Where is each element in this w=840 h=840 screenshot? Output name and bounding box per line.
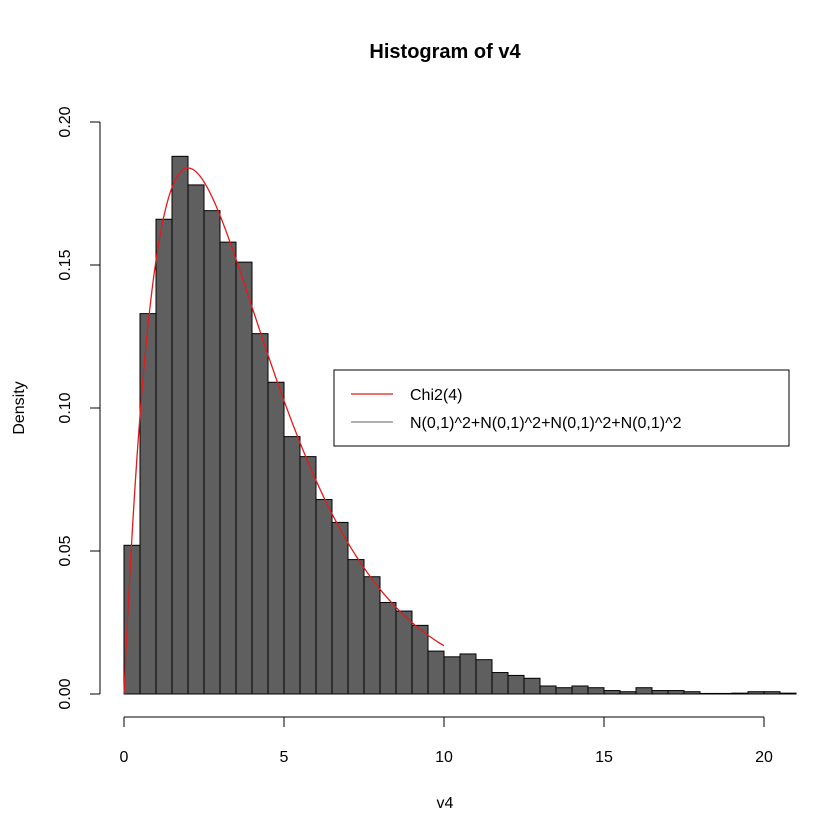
histogram-bar xyxy=(619,691,637,695)
chart-title: Histogram of v4 xyxy=(369,41,521,63)
x-tick-label: 0 xyxy=(120,749,129,766)
histogram-bar xyxy=(219,241,237,695)
legend-label-normal-sum: N(0,1)^2+N(0,1)^2+N(0,1)^2+N(0,1)^2 xyxy=(410,415,682,432)
histogram-bar xyxy=(187,184,205,695)
histogram-bar xyxy=(507,674,525,695)
histogram-bar xyxy=(379,601,397,695)
histogram-bar xyxy=(427,650,445,695)
histogram-bar xyxy=(139,313,157,695)
histogram-bar xyxy=(315,499,333,695)
y-axis-label: Density xyxy=(11,381,28,434)
legend: Chi2(4) N(0,1)^2+N(0,1)^2+N(0,1)^2+N(0,1… xyxy=(333,369,790,447)
histogram-bar xyxy=(651,690,669,695)
histogram-bar xyxy=(411,624,429,695)
x-axis-label: v4 xyxy=(437,795,454,812)
histogram-bar xyxy=(635,687,653,695)
histogram-bar xyxy=(299,456,317,695)
legend-label-chi2: Chi2(4) xyxy=(410,387,462,404)
histogram-bar xyxy=(235,261,253,695)
histogram-bar xyxy=(539,685,557,695)
y-tick-label: 0.05 xyxy=(57,535,74,566)
histogram-bars xyxy=(123,155,797,695)
histogram-bar xyxy=(603,690,621,695)
x-axis: 0 5 10 15 20 xyxy=(120,716,773,766)
histogram-bar xyxy=(747,691,765,695)
histogram-bar xyxy=(587,687,605,695)
histogram-bar xyxy=(475,659,493,695)
histogram-bar xyxy=(155,218,173,695)
x-tick-label: 20 xyxy=(755,749,773,766)
histogram-bar xyxy=(395,610,413,695)
chi2-density-curve xyxy=(123,167,445,695)
histogram-bar xyxy=(459,653,477,695)
histogram-bar xyxy=(203,210,221,695)
y-tick-label: 0.20 xyxy=(57,106,74,137)
y-tick-label: 0.15 xyxy=(57,249,74,280)
y-tick-label: 0.00 xyxy=(57,678,74,709)
x-tick-label: 5 xyxy=(280,749,289,766)
histogram-bar xyxy=(267,381,285,695)
histogram-bar xyxy=(331,521,349,695)
histogram-bar xyxy=(443,656,461,695)
histogram-bar xyxy=(347,559,365,695)
x-tick-label: 10 xyxy=(435,749,453,766)
histogram-bar xyxy=(171,155,189,695)
histogram-bar xyxy=(699,692,717,695)
histogram-bar xyxy=(251,333,269,695)
x-tick-label: 15 xyxy=(595,749,613,766)
histogram-bar xyxy=(555,687,573,695)
y-axis: 0.00 0.05 0.10 0.15 0.20 xyxy=(57,106,101,710)
y-tick-label: 0.10 xyxy=(57,392,74,423)
histogram-bar xyxy=(779,692,797,695)
histogram-bar xyxy=(731,692,749,695)
histogram-bar xyxy=(491,672,509,695)
histogram-bar xyxy=(763,691,781,695)
histogram-bar xyxy=(283,436,301,695)
histogram-bar xyxy=(683,691,701,695)
histogram-bar xyxy=(667,690,685,695)
histogram-bar xyxy=(523,677,541,695)
histogram-bar xyxy=(571,685,589,695)
histogram-bar xyxy=(715,692,733,695)
histogram-bar xyxy=(363,576,381,695)
histogram-bar xyxy=(123,544,141,695)
legend-box xyxy=(333,369,790,447)
